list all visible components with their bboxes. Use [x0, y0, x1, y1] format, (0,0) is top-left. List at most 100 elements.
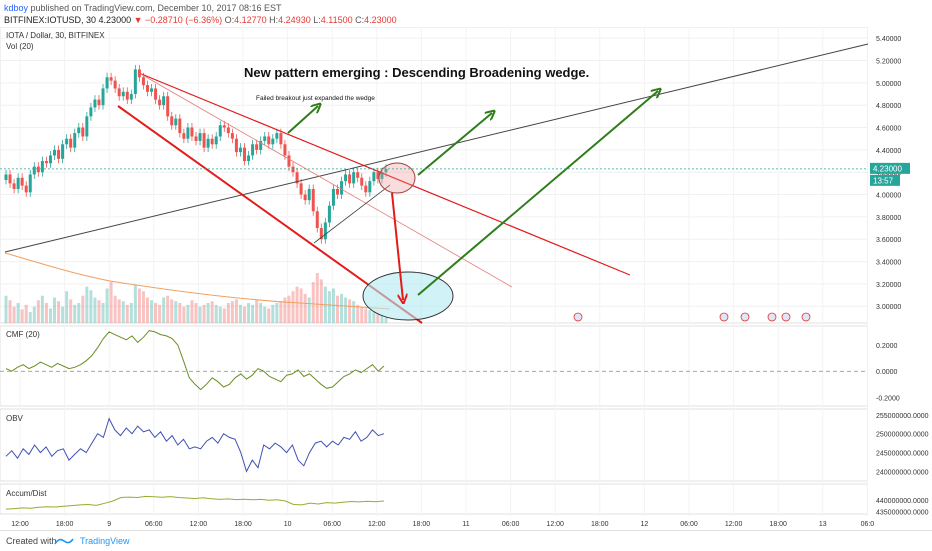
volume-bar [73, 304, 77, 323]
volume-bar [36, 300, 40, 323]
high-label: H: [269, 15, 279, 25]
indicator-tick-label: 240000000.0000 [876, 469, 929, 476]
candle-body [20, 177, 24, 186]
price-tick-label: 3.40000 [876, 260, 901, 267]
candle-body [214, 136, 218, 145]
volume-bar [267, 308, 271, 323]
candle-body [170, 116, 174, 126]
event-flag-icon[interactable] [767, 312, 777, 322]
candle-body [61, 144, 65, 159]
candle-body [194, 136, 198, 141]
volume-bar [125, 304, 129, 323]
event-flag-icon[interactable] [781, 312, 791, 322]
volume-bar [170, 299, 174, 323]
candle-body [380, 172, 384, 179]
candle-body [368, 181, 372, 193]
candle-body [243, 147, 247, 162]
candle-body [32, 166, 36, 175]
candle-body [384, 168, 388, 173]
candle-body [4, 174, 8, 181]
volume-bar [287, 295, 291, 323]
volume-bar [113, 295, 117, 323]
candle-body [154, 88, 158, 100]
candle-body [234, 138, 238, 153]
published-text: published on TradingView.com, December 1… [30, 3, 282, 13]
candle-body [36, 166, 40, 173]
target-zone-ellipse [362, 271, 454, 321]
candle-body [291, 166, 295, 173]
volume-bar [303, 293, 307, 323]
volume-bars [4, 273, 388, 323]
indicator-tick-label: 0.0000 [876, 369, 898, 376]
close-value: 4.23000 [364, 15, 397, 25]
volume-bar [311, 282, 315, 323]
candle-body [174, 118, 178, 126]
time-tick-label: 18:00 [56, 521, 74, 528]
candle-body [271, 138, 275, 145]
candle-body [226, 127, 230, 134]
event-flag-icon[interactable] [719, 312, 729, 322]
chart-canvas[interactable]: IOTA / Dollar, 30, BITFINEX Vol (20) CMF… [0, 27, 932, 530]
ad-pane[interactable] [0, 483, 869, 515]
volume-bar [299, 288, 303, 323]
candle-body [331, 188, 335, 206]
low-label: L: [313, 15, 321, 25]
candle-body [323, 222, 327, 240]
event-flag-icon[interactable] [573, 312, 583, 322]
price-tick-label: 5.20000 [876, 59, 901, 66]
candle-body [307, 188, 311, 201]
candle-body [121, 91, 125, 97]
candle-body [166, 96, 170, 117]
price-tick-label: 4.40000 [876, 148, 901, 155]
tradingview-brand[interactable]: TradingView [80, 536, 130, 546]
volume-bar [101, 303, 105, 323]
obv-pane[interactable] [0, 408, 869, 482]
event-icons[interactable] [573, 312, 811, 322]
volume-bar [263, 306, 267, 323]
time-tick-label: 12:00 [190, 521, 208, 528]
volume-bar [218, 306, 222, 323]
candle-body [198, 133, 202, 141]
candle-body [44, 161, 48, 164]
volume-bar [89, 290, 93, 323]
candle-body [85, 116, 89, 137]
event-flag-icon[interactable] [740, 312, 750, 322]
volume-bar [214, 304, 218, 323]
volume-bar [384, 317, 388, 323]
price-tick-label: 5.40000 [876, 36, 901, 43]
publisher-line: kdboy published on TradingView.com, Dece… [4, 3, 282, 13]
candle-body [327, 205, 331, 223]
volume-bar [85, 286, 89, 323]
small-green-arrow [287, 106, 318, 134]
event-flag-icon[interactable] [801, 312, 811, 322]
volume-bar [368, 310, 372, 323]
last-price: 4.23000 [98, 15, 132, 25]
volume-bar [129, 303, 133, 323]
time-axis-labels[interactable]: 12:00 18:00 9 06:00 12:00 18:00 10 06:00 12:00 18… [11, 521, 874, 528]
volume-bar [226, 303, 230, 323]
price-scale[interactable] [868, 27, 932, 530]
green-arrow-long [417, 91, 658, 296]
volume-bar [238, 304, 242, 323]
candle-body [12, 183, 16, 189]
cmf-axis-labels: 0.2000 0.0000 -0.2000 [876, 343, 900, 402]
candle-body [251, 144, 255, 156]
volume-bar [16, 303, 20, 323]
volume-bar [255, 300, 259, 323]
price-tick-label: 4.00000 [876, 193, 901, 200]
cmf-pane[interactable] [0, 325, 869, 407]
volume-bar [295, 286, 299, 323]
time-tick-label: 06:00 [323, 521, 341, 528]
time-tick-label: 18:00 [234, 521, 252, 528]
candle-body [81, 127, 85, 137]
volume-bar [48, 308, 52, 323]
volume-bar [275, 303, 279, 323]
time-tick-label: 12:00 [546, 521, 564, 528]
time-tick-label: 12:00 [368, 521, 386, 528]
volume-bar [348, 299, 352, 323]
volume-bar [121, 301, 125, 323]
candle-body [315, 211, 319, 229]
author-name[interactable]: kdboy [4, 3, 29, 13]
volume-bar [291, 291, 295, 323]
wedge-mid-line [138, 72, 513, 288]
